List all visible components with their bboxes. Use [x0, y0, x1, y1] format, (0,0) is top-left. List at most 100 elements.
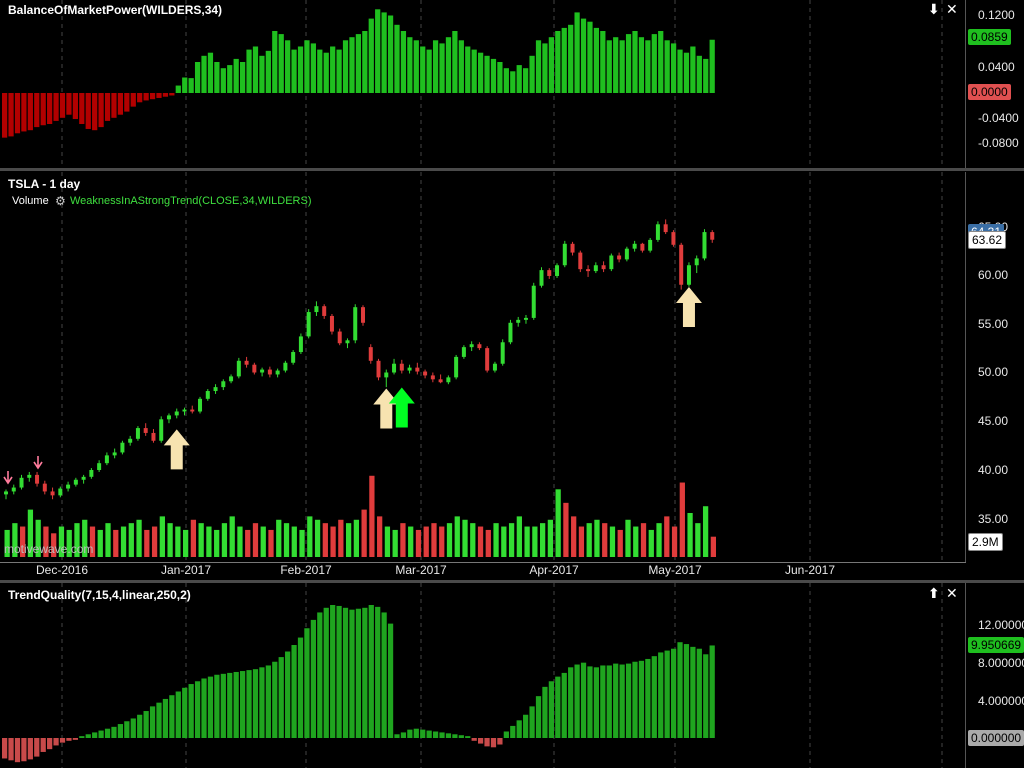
candle-body: [213, 387, 218, 392]
candle-body: [368, 347, 373, 361]
tq-bar: [696, 648, 702, 738]
tq-bar: [690, 646, 696, 738]
bmp-bar: [27, 93, 33, 131]
volume-bar: [400, 523, 406, 557]
candle-body: [617, 255, 622, 260]
tq-bar: [137, 714, 143, 738]
candle-body: [73, 479, 78, 485]
close-panel-icon[interactable]: ✕: [946, 1, 958, 17]
bmp-bar: [664, 40, 670, 93]
tq-histogram: [2, 583, 943, 768]
bmp-zero-badge: 0.0000: [968, 84, 1011, 100]
tq-bar: [40, 738, 46, 752]
bmp-bar: [310, 43, 316, 93]
volume-bar: [609, 526, 616, 557]
bmp-value-axis[interactable]: 0.1200 0.0859 0.0400 0.0000 -0.0400 -0.0…: [965, 0, 1024, 168]
bmp-bar: [2, 93, 8, 138]
bmp-bar: [47, 93, 53, 124]
close-panel-icon[interactable]: ✕: [946, 585, 958, 601]
price-tick: 50.00: [978, 365, 1009, 379]
tq-bar: [21, 738, 27, 762]
volume-bar: [710, 536, 716, 557]
candle-body: [438, 379, 443, 383]
bmp-bar: [182, 77, 188, 93]
candle-body: [190, 409, 195, 412]
candle-body: [547, 270, 552, 276]
tq-bar: [227, 672, 233, 738]
bmp-bar: [497, 62, 503, 93]
gear-icon[interactable]: ⚙: [55, 194, 66, 208]
tq-value-axis[interactable]: 12.000000 9.950669 8.000000 4.000000 0.0…: [965, 583, 1024, 768]
volume-label[interactable]: Volume: [12, 195, 49, 207]
tq-bar: [387, 623, 394, 738]
tq-bar: [568, 667, 574, 738]
candle-body: [384, 372, 389, 378]
tq-bar: [8, 738, 14, 761]
price-chart-panel[interactable]: TSLA - 1 day Volume ⚙ WeaknessInAStrongT…: [0, 172, 1024, 562]
tq-bar: [27, 738, 33, 760]
tq-bar: [117, 724, 124, 738]
bmp-bar: [72, 93, 78, 120]
volume-bar: [446, 523, 453, 557]
tq-bar: [14, 738, 21, 763]
bmp-bar: [690, 46, 696, 93]
bmp-bar: [14, 93, 21, 134]
trend-quality-panel[interactable]: TrendQuality(7,15,4,linear,250,2) ⬆ ✕ 12…: [0, 583, 1024, 768]
volume-bar: [462, 519, 468, 557]
tq-bar: [600, 665, 606, 738]
tq-bar: [143, 711, 149, 738]
move-up-icon[interactable]: ⬆: [928, 585, 940, 601]
volume-bar: [89, 526, 96, 557]
candle-body: [252, 364, 257, 373]
volume-bar: [423, 526, 429, 557]
balance-of-market-power-panel[interactable]: BalanceOfMarketPower(WILDERS,34) ⬇ ✕ 0.1…: [0, 0, 1024, 168]
volume-bar: [82, 519, 88, 557]
bmp-bar: [330, 46, 336, 93]
candle-body: [143, 428, 148, 433]
tq-bar: [194, 681, 201, 738]
tq-bar: [252, 669, 259, 738]
volume-bar: [260, 526, 266, 557]
tq-bar: [53, 738, 59, 746]
candle-body: [283, 362, 288, 371]
tq-bar: [355, 608, 362, 738]
panel-divider[interactable]: [0, 580, 1024, 583]
tq-bar: [285, 651, 291, 738]
bmp-bar: [34, 93, 40, 128]
volume-bar: [431, 523, 437, 557]
tq-bar: [272, 661, 278, 738]
candle-body: [229, 376, 234, 382]
volume-bar: [35, 519, 41, 557]
date-axis[interactable]: Dec-2016 Jan-2017 Feb-2017 Mar-2017 Apr-…: [0, 562, 1024, 580]
tq-bar: [188, 684, 194, 738]
move-down-icon[interactable]: ⬇: [928, 1, 940, 17]
tq-bar: [317, 612, 323, 738]
date-label: Dec-2016: [35, 563, 89, 577]
candle-body: [81, 476, 86, 480]
volume-bar: [563, 502, 569, 557]
bmp-bar: [619, 40, 625, 93]
tq-bar: [413, 728, 419, 738]
tq-bar: [175, 691, 181, 738]
study-label[interactable]: WeaknessInAStrongTrend(CLOSE,34,WILDERS): [70, 195, 312, 207]
bmp-bar: [516, 65, 522, 93]
tq-bar: [291, 645, 297, 738]
bmp-bar: [645, 40, 651, 93]
signal-arrow-cream: [163, 429, 190, 470]
tq-bar: [323, 607, 329, 738]
bmp-bar: [613, 37, 619, 93]
volume-bar: [229, 516, 235, 557]
candle-body: [648, 239, 653, 251]
candle-body: [539, 270, 544, 286]
candle-body: [508, 322, 513, 343]
volume-bar: [571, 516, 577, 557]
volume-bar: [547, 519, 554, 557]
bmp-bar: [272, 31, 278, 93]
panel-divider[interactable]: [0, 168, 1024, 171]
volume-bar: [695, 523, 701, 557]
tq-bar: [535, 696, 542, 738]
tq-bar: [703, 654, 709, 738]
candle-body: [640, 243, 645, 251]
tq-tick: 12.000000: [978, 618, 1024, 632]
price-axis[interactable]: 65.00 64.31 63.62 60.00 55.00 50.00 45.0…: [965, 172, 1024, 562]
